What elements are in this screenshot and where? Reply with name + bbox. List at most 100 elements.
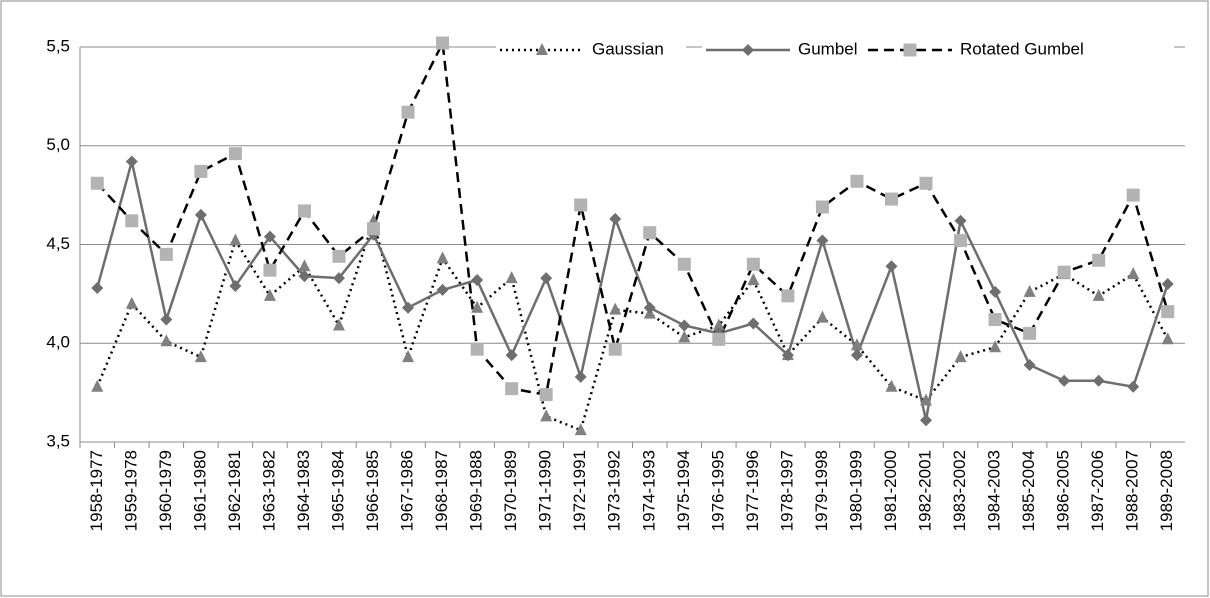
x-tick-label: 1960-1979 xyxy=(156,450,175,531)
data-point xyxy=(781,349,794,362)
data-point xyxy=(850,174,864,188)
data-point xyxy=(332,272,345,285)
data-point xyxy=(159,247,173,261)
x-tick-label: 1976-1995 xyxy=(708,450,727,531)
x-tick-label: 1967-1986 xyxy=(398,450,417,531)
legend-marker xyxy=(536,43,548,55)
data-point xyxy=(712,332,726,346)
data-point xyxy=(229,279,242,292)
data-point xyxy=(505,382,519,396)
x-tick-label: 1974-1993 xyxy=(639,450,658,531)
data-point xyxy=(781,289,795,303)
data-point xyxy=(436,36,450,50)
x-tick-label: 1988-2007 xyxy=(1123,450,1142,531)
x-tick-label: 1983-2002 xyxy=(950,450,969,531)
data-point xyxy=(919,176,933,190)
x-tick-label: 1981-2000 xyxy=(881,450,900,531)
data-point xyxy=(228,147,242,161)
data-point xyxy=(263,288,276,301)
data-point xyxy=(1161,278,1174,290)
series-line xyxy=(96,161,1169,421)
x-tick-label: 1959-1978 xyxy=(121,450,140,531)
x-tick-label: 1984-2003 xyxy=(985,450,1004,531)
y-tick-label: 5,0 xyxy=(46,135,70,154)
data-point xyxy=(920,393,933,406)
data-point xyxy=(884,192,898,206)
x-tick-label: 1977-1996 xyxy=(743,450,762,531)
data-point xyxy=(574,198,588,212)
data-point xyxy=(402,350,415,363)
x-tick-label: 1969-1988 xyxy=(467,450,486,531)
data-point xyxy=(1023,326,1037,340)
legend-marker xyxy=(903,43,917,57)
data-point xyxy=(712,318,725,331)
data-point xyxy=(332,318,345,331)
data-point xyxy=(815,200,829,214)
x-tick-label: 1970-1989 xyxy=(501,450,520,531)
data-point xyxy=(298,259,311,272)
data-point xyxy=(194,350,207,363)
data-point xyxy=(1127,267,1140,280)
data-point xyxy=(297,204,311,218)
data-point xyxy=(471,300,484,313)
data-point xyxy=(332,249,346,263)
x-tick-label: 1980-1999 xyxy=(846,450,865,531)
legend-bg xyxy=(496,38,686,62)
data-point xyxy=(574,423,587,436)
data-point xyxy=(1092,374,1105,387)
data-point xyxy=(747,317,760,330)
data-point xyxy=(1161,332,1174,345)
x-tick-label: 1968-1987 xyxy=(432,450,451,531)
data-point xyxy=(920,414,933,427)
x-tick-label: 1966-1985 xyxy=(363,450,382,531)
data-point xyxy=(885,260,898,273)
data-point xyxy=(298,270,311,283)
data-point xyxy=(1161,305,1175,319)
x-tick-label: 1989-2008 xyxy=(1157,450,1176,531)
data-point xyxy=(1126,188,1140,202)
data-point xyxy=(989,340,1002,353)
x-tick-label: 1964-1983 xyxy=(294,450,313,531)
x-tick-label: 1962-1981 xyxy=(225,450,244,531)
x-tick-label: 1978-1997 xyxy=(777,450,796,531)
data-point xyxy=(436,251,449,264)
legend-label: Gumbel xyxy=(798,39,858,58)
data-point xyxy=(367,222,381,236)
y-tick-label: 4,0 xyxy=(46,333,70,352)
data-point xyxy=(263,230,276,243)
series-line xyxy=(96,38,1169,397)
data-point xyxy=(678,319,691,332)
data-point xyxy=(989,285,1002,298)
data-point xyxy=(125,296,138,309)
data-point xyxy=(470,342,484,356)
data-point xyxy=(954,214,967,227)
data-point xyxy=(609,302,622,315)
x-tick-label: 1965-1984 xyxy=(328,450,347,531)
data-point xyxy=(402,301,415,314)
data-point xyxy=(1057,265,1071,279)
data-point xyxy=(1023,358,1036,371)
data-point xyxy=(125,214,139,228)
data-point xyxy=(643,226,657,240)
legend: Gaussian Gumbel Rotated Gumbel xyxy=(496,38,1174,62)
data-point xyxy=(746,257,760,271)
data-point xyxy=(574,370,587,383)
data-point xyxy=(885,379,898,392)
data-point xyxy=(816,234,829,247)
data-point xyxy=(1092,288,1105,301)
data-point xyxy=(609,212,622,225)
data-point xyxy=(539,388,553,402)
data-point xyxy=(436,283,449,296)
data-point xyxy=(401,105,415,119)
data-point xyxy=(540,272,553,285)
data-point xyxy=(1058,374,1071,387)
x-tick-label: 1979-1998 xyxy=(812,450,831,531)
data-point xyxy=(125,155,138,168)
legend-label: Rotated Gumbel xyxy=(960,39,1084,58)
data-point xyxy=(677,257,691,271)
data-point xyxy=(160,313,173,326)
data-point xyxy=(1023,284,1036,297)
data-point xyxy=(91,281,104,294)
